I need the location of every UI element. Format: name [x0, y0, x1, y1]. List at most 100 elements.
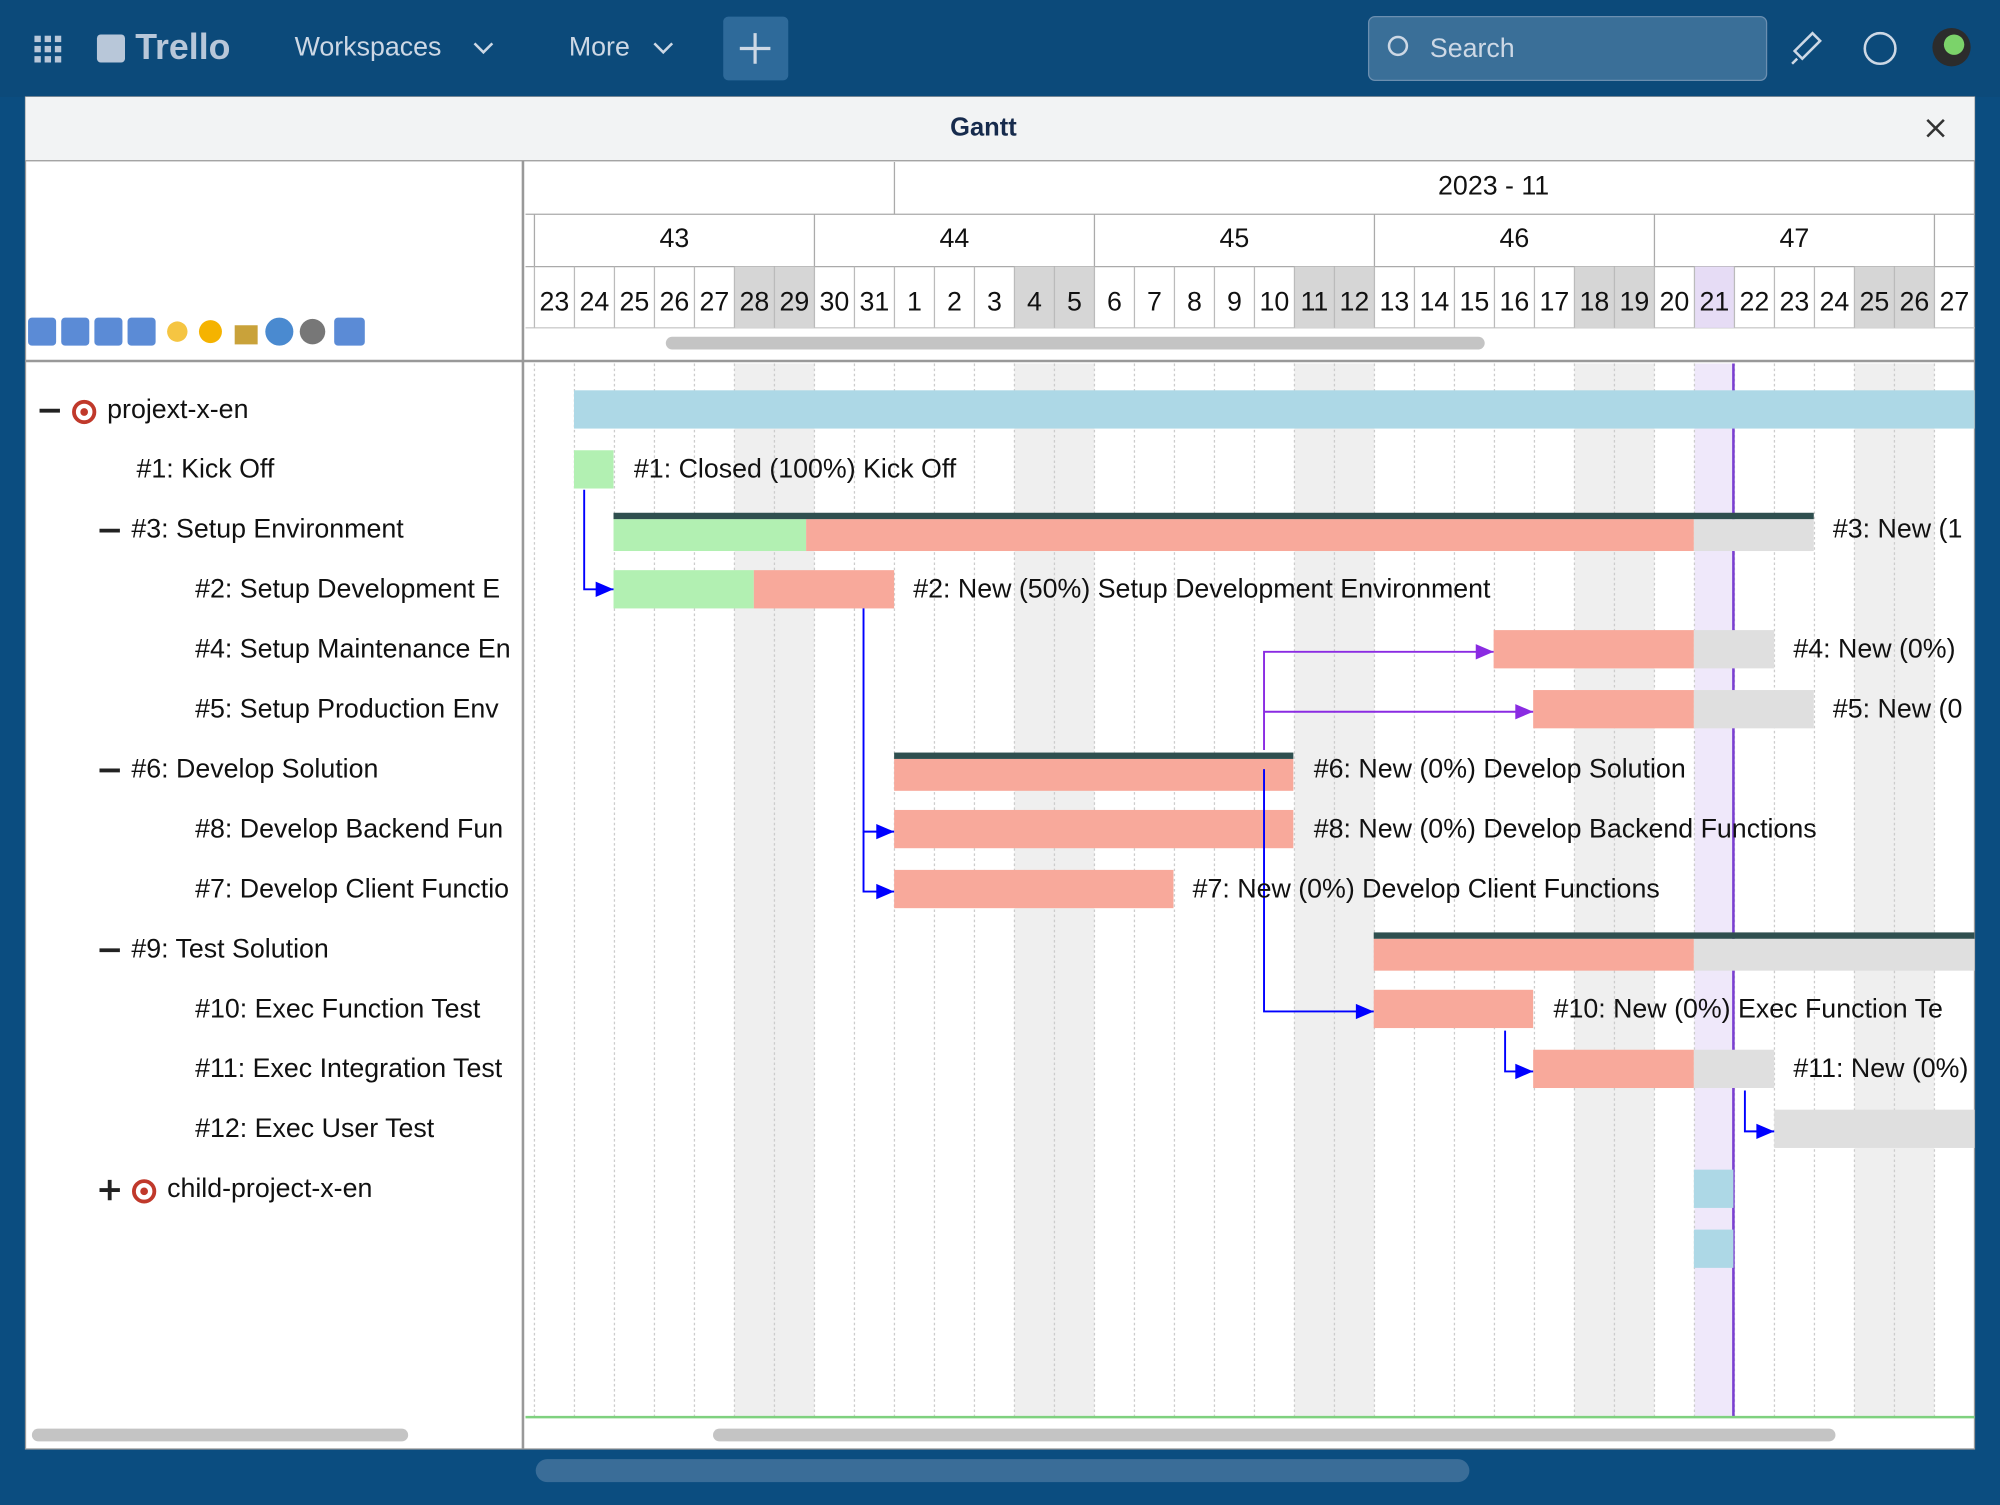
day-shade — [1334, 266, 1375, 328]
day-label: 14 — [1420, 287, 1450, 317]
arrow-head — [1756, 1123, 1775, 1140]
search-placeholder: Search — [1430, 33, 1515, 63]
day-shade — [1574, 266, 1615, 328]
scrollbar[interactable] — [665, 336, 1485, 350]
tool-button[interactable] — [127, 317, 156, 346]
tool-button[interactable] — [299, 318, 326, 345]
day-label: 3 — [987, 287, 1002, 317]
project-icon — [140, 1187, 148, 1196]
day-shade — [1054, 266, 1095, 328]
plus-icon — [739, 33, 771, 64]
arrow-head — [1515, 1063, 1534, 1080]
task-name[interactable]: #3: Setup Environment — [131, 514, 404, 544]
day-shade — [734, 266, 775, 328]
tool-button[interactable] — [167, 321, 188, 342]
arrow-head — [876, 823, 895, 840]
day-label: 24 — [580, 287, 610, 317]
bar-label: #2: New (50%) Setup Development Environm… — [913, 574, 1491, 604]
task-name[interactable]: #2: Setup Development E — [195, 574, 500, 604]
task-bar — [1693, 690, 1814, 729]
task-name[interactable]: #5: Setup Production Env — [195, 694, 499, 724]
notify-icon[interactable] — [1791, 31, 1822, 65]
task-name[interactable]: #9: Test Solution — [131, 933, 328, 963]
task-bar — [894, 809, 1294, 849]
task-name[interactable]: #10: Exec Function Test — [195, 993, 481, 1023]
day-label: 1 — [907, 287, 922, 317]
project-icon — [80, 408, 89, 416]
arrow-head — [595, 581, 614, 597]
apps-icon[interactable] — [34, 35, 62, 63]
modal-title: Gantt — [950, 114, 1017, 142]
day-label: 9 — [1227, 287, 1242, 317]
task-name[interactable]: #11: Exec Integration Test — [195, 1053, 503, 1083]
bar-label: #1: Closed (100%) Kick Off — [634, 454, 957, 484]
task-bar — [613, 519, 807, 552]
task-bar — [894, 758, 1294, 791]
expand-toggle[interactable] — [99, 1179, 120, 1201]
chevron — [473, 42, 494, 55]
day-label: 17 — [1540, 287, 1570, 317]
scrollbar[interactable] — [31, 1428, 409, 1442]
day-label: 18 — [1580, 287, 1610, 317]
day-label: 12 — [1340, 287, 1370, 317]
day-label: 2 — [947, 287, 962, 317]
task-bar — [1693, 1169, 1734, 1208]
summary-bar — [1373, 932, 1975, 939]
search-box[interactable] — [1367, 15, 1768, 81]
task-bar — [1693, 630, 1775, 669]
task-name[interactable]: #4: Setup Maintenance En — [195, 634, 510, 664]
week-label: 44 — [940, 223, 970, 253]
tool-button[interactable] — [61, 317, 90, 346]
day-label: 6 — [1107, 287, 1122, 317]
task-name[interactable]: #12: Exec User Test — [195, 1113, 435, 1143]
logo-icon — [96, 34, 125, 63]
tool-button[interactable] — [94, 317, 123, 346]
task-bar — [1693, 519, 1814, 552]
tool-button[interactable] — [234, 325, 258, 345]
day-label: 25 — [620, 287, 650, 317]
task-bar — [1373, 938, 1694, 971]
tool-button[interactable] — [28, 317, 57, 346]
task-tree: projext-x-en #1: Kick Off #3: Setup Enviro… — [39, 394, 511, 1204]
nav-menu[interactable]: More — [569, 32, 630, 62]
dependency-arrow — [1263, 650, 1494, 750]
avatar-face — [1943, 34, 1965, 55]
task-name[interactable]: child-project-x-en — [167, 1173, 372, 1203]
day-label: 19 — [1620, 287, 1650, 317]
day-label: 31 — [860, 287, 890, 317]
task-bar — [894, 869, 1174, 909]
task-bar — [1373, 989, 1534, 1029]
day-shade — [1854, 266, 1895, 328]
search-icon — [1387, 35, 1409, 57]
day-label: 23 — [540, 287, 570, 317]
bar-label: #3: New (1 — [1833, 514, 1962, 544]
logo[interactable]: Trello — [135, 27, 230, 67]
day-label: 27 — [700, 287, 730, 317]
board-scrollbar[interactable] — [535, 1459, 1470, 1483]
summary-bar — [613, 512, 1814, 520]
toolbar — [28, 317, 365, 346]
tool-button[interactable] — [265, 317, 294, 346]
arrow-head — [1515, 704, 1534, 720]
scrollbar[interactable] — [713, 1428, 1836, 1442]
day-label: 26 — [1900, 287, 1930, 317]
tool-button[interactable] — [334, 317, 365, 346]
day-label: 23 — [1780, 287, 1810, 317]
week-label: 45 — [1220, 223, 1250, 253]
day-label: 24 — [1820, 287, 1850, 317]
month-label: 2023 - 11 — [1438, 171, 1549, 201]
task-name[interactable]: #1: Kick Off — [136, 454, 274, 484]
bar-label: #8: New (0%) Develop Backend Functions — [1314, 813, 1817, 843]
task-name[interactable]: #8: Develop Backend Fun — [195, 813, 503, 843]
week-label: 46 — [1500, 223, 1530, 253]
nav-menu[interactable]: Workspaces — [295, 32, 442, 62]
day-label: 13 — [1380, 287, 1410, 317]
task-name[interactable]: #6: Develop Solution — [131, 753, 378, 783]
help-icon[interactable] — [1863, 31, 1897, 66]
task-name[interactable]: #7: Develop Client Functio — [195, 873, 509, 903]
tool-button[interactable] — [198, 320, 222, 344]
day-shade — [774, 266, 815, 328]
task-name[interactable]: projext-x-en — [107, 394, 248, 424]
close-button[interactable] — [1926, 118, 1945, 138]
